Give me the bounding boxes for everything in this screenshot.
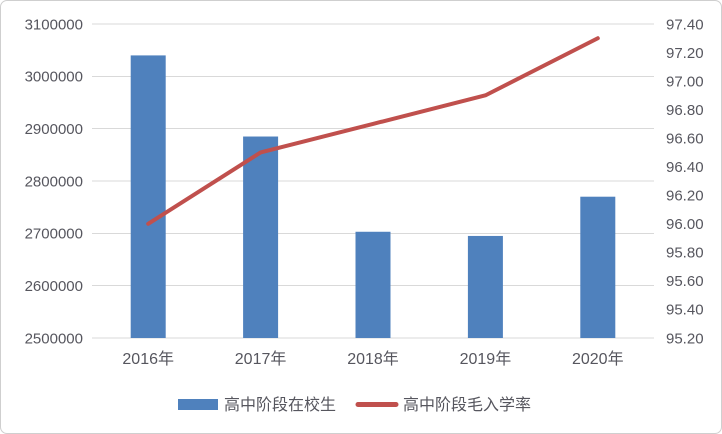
legend: 高中阶段在校生 高中阶段毛入学率 bbox=[178, 396, 531, 414]
right-axis-tick: 96.80 bbox=[666, 102, 704, 119]
bar-2017年 bbox=[243, 136, 279, 338]
legend-line-label: 高中阶段毛入学率 bbox=[403, 396, 531, 414]
left-axis-tick: 2500000 bbox=[25, 330, 83, 347]
right-axis-tick: 97.20 bbox=[666, 45, 704, 62]
bar-2020年 bbox=[580, 196, 616, 338]
right-axis-tick: 95.20 bbox=[666, 330, 704, 347]
bar-2019年 bbox=[467, 235, 503, 338]
left-axis-tick: 2600000 bbox=[25, 278, 83, 295]
right-axis-tick: 96.00 bbox=[666, 216, 704, 233]
right-axis-labels: 97.40 97.20 97.00 96.80 96.60 96.40 96.20 96.00… bbox=[666, 16, 704, 347]
bar-2016年 bbox=[130, 55, 166, 339]
legend-bar-swatch bbox=[178, 399, 218, 410]
legend-bar-label: 高中阶段在校生 bbox=[224, 396, 336, 414]
x-axis-label-2016年: 2016年 bbox=[122, 350, 174, 368]
right-axis-tick: 95.40 bbox=[666, 302, 704, 319]
line-path bbox=[146, 36, 600, 226]
left-axis-tick: 3000000 bbox=[25, 69, 83, 86]
left-axis-tick: 2800000 bbox=[25, 173, 83, 190]
right-axis-tick: 96.20 bbox=[666, 188, 704, 205]
bar-series bbox=[130, 55, 616, 339]
right-axis-tick: 95.60 bbox=[666, 273, 704, 290]
bar-2018年 bbox=[355, 231, 391, 338]
right-axis-tick: 97.00 bbox=[666, 73, 704, 90]
right-axis-tick: 97.40 bbox=[666, 16, 704, 33]
left-axis-tick: 2900000 bbox=[25, 121, 83, 138]
right-axis-tick: 96.60 bbox=[666, 130, 704, 147]
left-axis-labels: 3100000 3000000 2900000 2800000 2700000 26000… bbox=[25, 16, 83, 347]
x-axis-label-2018年: 2018年 bbox=[347, 350, 399, 368]
x-axis-label-2020年: 2020年 bbox=[572, 350, 624, 368]
line-series bbox=[146, 36, 600, 226]
left-axis-tick: 3100000 bbox=[25, 16, 83, 33]
right-axis-tick: 95.80 bbox=[666, 245, 704, 262]
right-axis-tick: 96.40 bbox=[666, 159, 704, 176]
x-axis-label-2017年: 2017年 bbox=[235, 350, 287, 368]
x-axis-label-2019年: 2019年 bbox=[460, 350, 512, 368]
left-axis-tick: 2700000 bbox=[25, 226, 83, 243]
x-axis-labels: 2016年 2017年 2018年 2019年 2020年 bbox=[122, 350, 623, 368]
